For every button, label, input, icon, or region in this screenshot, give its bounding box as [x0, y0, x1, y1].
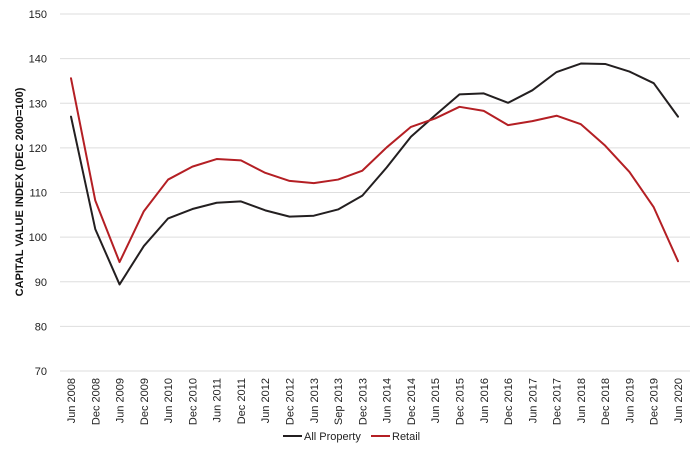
- x-tick-label: Dec 2008: [90, 378, 102, 425]
- x-tick-label: Dec 2010: [187, 378, 199, 425]
- y-tick-label: 140: [29, 54, 47, 66]
- x-tick-label: Jun 2018: [576, 378, 588, 423]
- y-tick-label: 70: [35, 366, 47, 378]
- x-tick-label: Jun 2008: [66, 378, 78, 423]
- series-lines: [70, 62, 679, 286]
- x-tick-label: Dec 2012: [285, 378, 297, 425]
- y-tick-label: 110: [29, 188, 47, 200]
- x-tick-label: Jun 2014: [382, 378, 394, 423]
- x-tick-label: Dec 2018: [600, 378, 612, 425]
- y-axis-title: CAPITAL VALUE INDEX (DEC 2000=100): [14, 87, 26, 296]
- x-tick-label: Jun 2013: [309, 378, 321, 423]
- x-tick-label: Jun 2017: [527, 378, 539, 423]
- x-tick-label: Jun 2011: [212, 378, 224, 422]
- x-tick-label: Jun 2016: [479, 378, 491, 423]
- series-line-0: [70, 62, 679, 286]
- y-tick-label: 100: [29, 232, 47, 244]
- x-tick-label: Dec 2015: [454, 378, 466, 425]
- y-tick-label: 120: [29, 143, 47, 155]
- x-tick-label: Jun 2020: [673, 378, 685, 423]
- x-tick-label: Dec 2009: [139, 378, 151, 425]
- x-tick-label: Jun 2012: [260, 378, 272, 423]
- y-tick-label: 80: [35, 321, 47, 333]
- x-tick-label: Sep 2013: [333, 378, 345, 425]
- x-tick-label: Dec 2019: [649, 378, 661, 425]
- x-tick-label: Dec 2014: [406, 378, 418, 425]
- y-tick-label: 150: [29, 9, 47, 21]
- series-line-1: [70, 77, 679, 264]
- x-tick-label: Jun 2010: [163, 378, 175, 423]
- y-tick-label: 90: [35, 277, 47, 289]
- legend-label: All Property: [304, 431, 361, 443]
- x-tick-label: Dec 2017: [552, 378, 564, 425]
- x-axis-tick-labels: Jun 2008 Dec 2008 Jun 2009 Dec 2009 Jun 2010…: [66, 378, 685, 425]
- x-tick-label: Jun 2019: [624, 378, 636, 423]
- x-tick-label: Jun 2015: [430, 378, 442, 423]
- legend: All Property Retail: [283, 431, 420, 443]
- x-tick-label: Jun 2009: [115, 378, 127, 423]
- gridlines: [60, 13, 690, 327]
- x-tick-label: Dec 2016: [503, 378, 515, 425]
- x-tick-label: Dec 2013: [357, 378, 369, 425]
- y-axis-tick-labels: 70 80 90 100 110 120 130 140 150: [29, 9, 47, 378]
- x-tick-label: Dec 2011: [236, 378, 248, 424]
- y-tick-label: 130: [29, 98, 47, 110]
- legend-label: Retail: [392, 431, 420, 443]
